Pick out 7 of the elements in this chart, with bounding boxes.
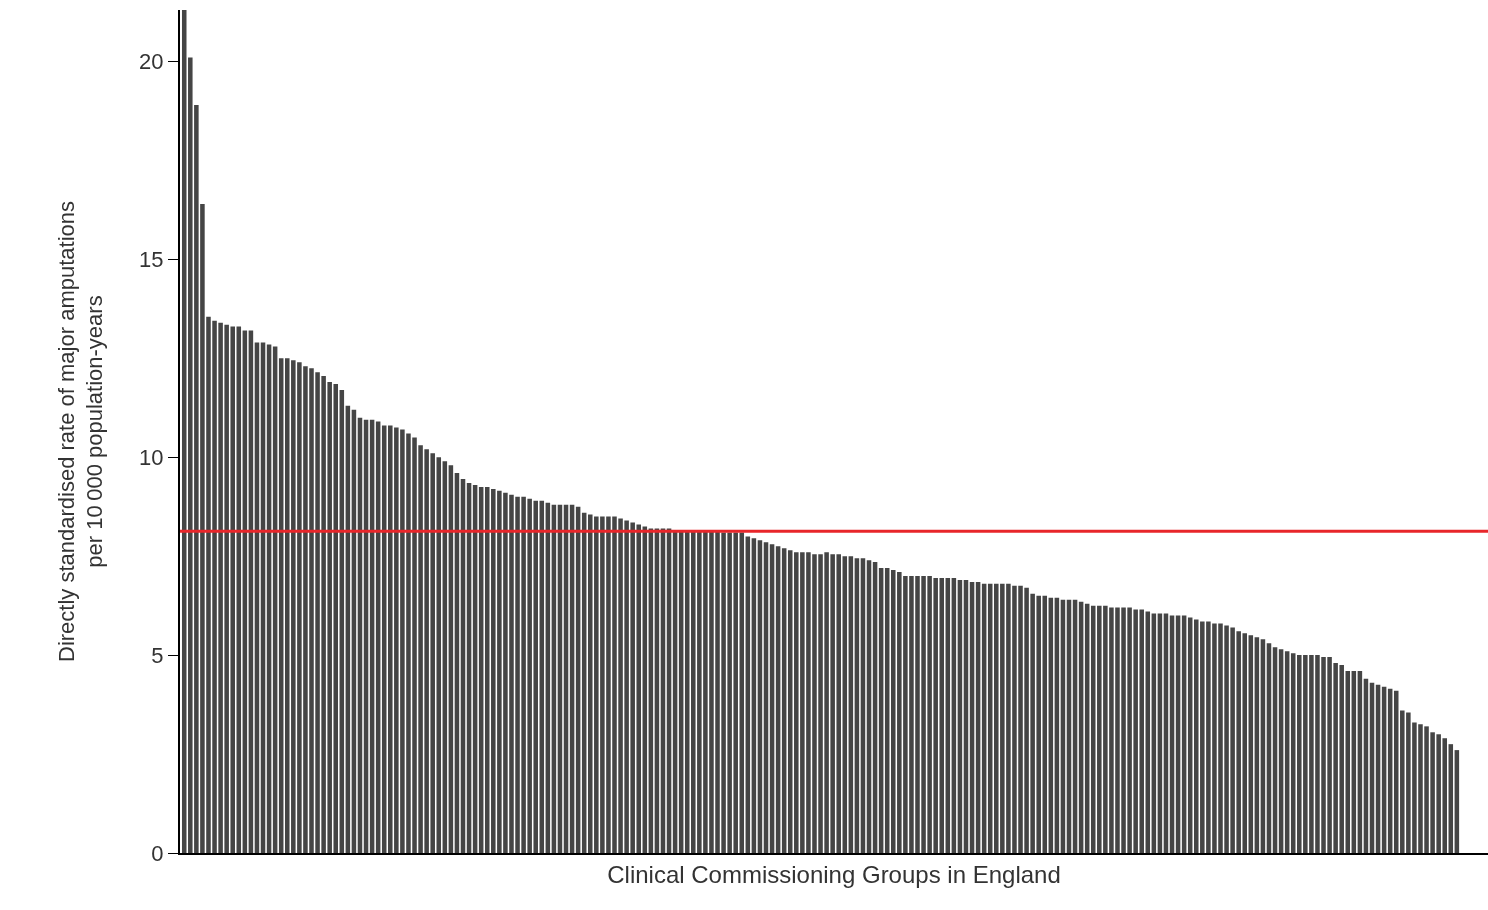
y-tick-label: 20 <box>139 49 164 75</box>
y-axis-title: Directly standardised rate of major amputations per 10 000 population-years <box>53 201 108 662</box>
y-tick-label: 15 <box>139 247 164 273</box>
x-axis-title: Clinical Commissioning Groups in England <box>607 861 1061 889</box>
y-tick-label: 5 <box>151 642 164 668</box>
y-tick-label: 0 <box>151 840 164 866</box>
y-tick-label: 10 <box>139 444 164 470</box>
